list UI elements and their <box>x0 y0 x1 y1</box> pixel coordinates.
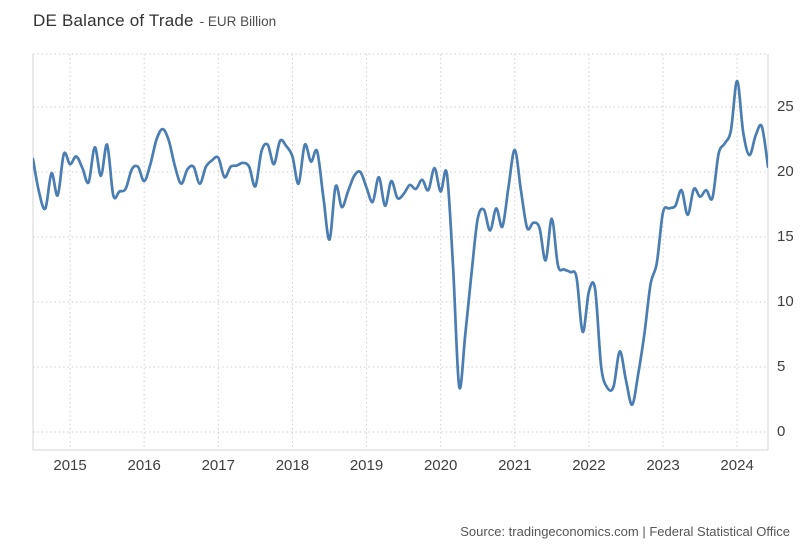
x-tick-label: 2021 <box>498 457 532 474</box>
x-tick-label: 2024 <box>720 457 754 474</box>
trade-balance-line <box>33 79 768 407</box>
y-tick-label: 10 <box>777 293 794 310</box>
y-tick-label: 20 <box>777 163 794 180</box>
x-tick-label: 2022 <box>572 457 606 474</box>
x-tick-label: 2016 <box>127 457 161 474</box>
source-attribution: Source: tradingeconomics.com | Federal S… <box>460 524 790 539</box>
x-tick-label: 2023 <box>646 457 680 474</box>
y-tick-label: 25 <box>777 98 794 115</box>
x-tick-label: 2019 <box>349 457 384 474</box>
chart-title: DE Balance of Trade - EUR Billion <box>33 11 276 31</box>
y-tick-label: 15 <box>777 228 794 245</box>
x-tick-label: 2020 <box>423 457 458 474</box>
x-tick-label: 2015 <box>53 457 87 474</box>
chart-title-main: DE Balance of Trade <box>33 11 194 30</box>
x-tick-label: 2018 <box>275 457 310 474</box>
chart-title-subtitle: - EUR Billion <box>199 14 277 29</box>
y-tick-label: 5 <box>777 358 786 375</box>
x-tick-label: 2017 <box>201 457 235 474</box>
y-tick-label: 0 <box>777 423 786 440</box>
